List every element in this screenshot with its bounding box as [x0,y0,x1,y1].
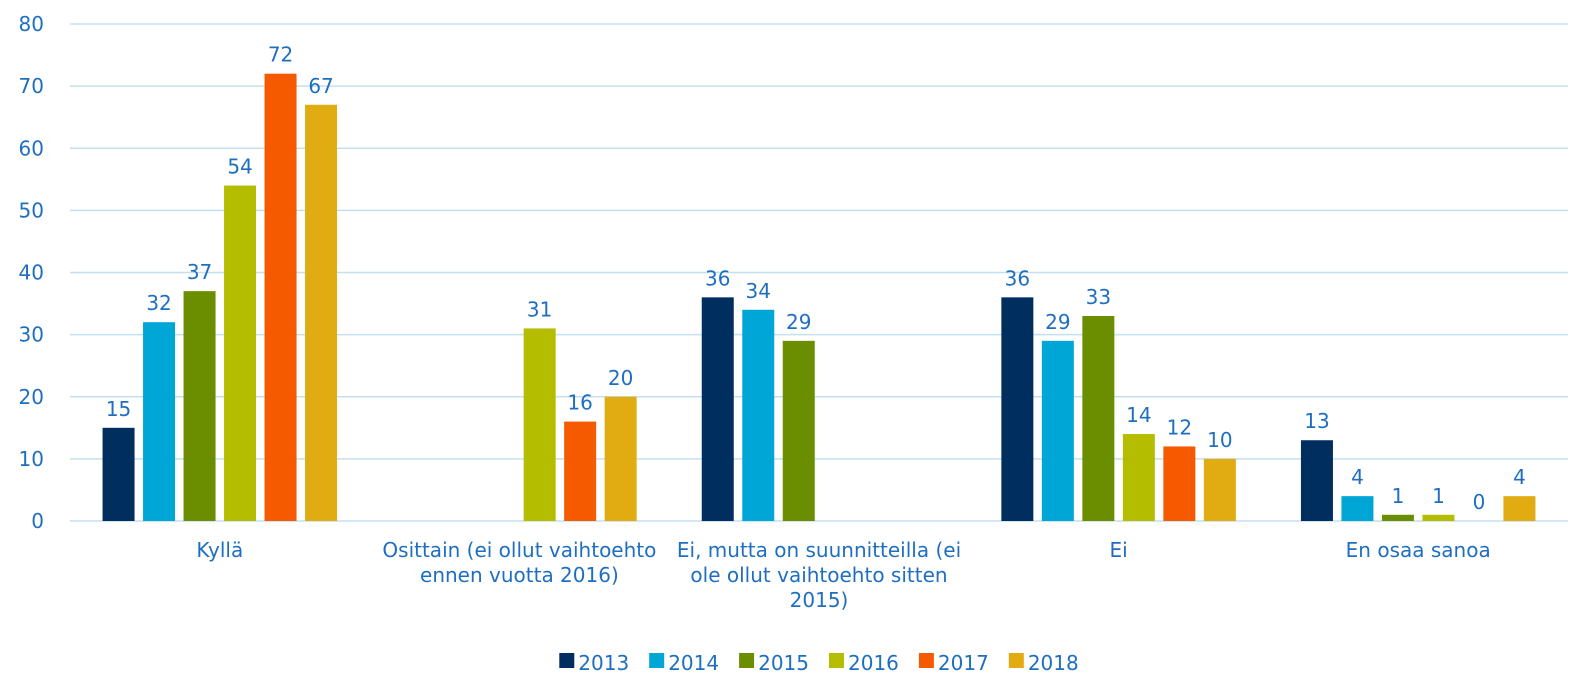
legend-label: 2016 [848,651,899,675]
data-label: 54 [227,155,252,179]
legend-swatch [1008,653,1024,668]
data-label: 72 [268,43,293,67]
bar [1503,496,1536,521]
bar [264,73,297,521]
data-label: 31 [527,297,552,321]
data-label: 67 [308,74,333,98]
data-label: 34 [746,279,771,303]
bar [701,297,734,521]
bar [183,291,216,521]
data-label: 10 [1207,428,1232,452]
bar [1341,496,1374,521]
data-label: 1 [1432,484,1445,508]
legend-label: 2013 [578,651,629,675]
data-label: 0 [1473,490,1486,514]
legend-label: 2018 [1028,651,1079,675]
legend-swatch [918,653,934,668]
data-label: 36 [705,266,730,290]
bar [1041,340,1074,521]
bar [143,322,176,521]
y-tick-label: 60 [19,136,44,160]
bar [523,328,556,521]
data-label: 13 [1304,409,1329,433]
bar [1001,297,1034,521]
legend-label: 2014 [668,651,719,675]
bar [564,421,597,521]
legend-label: 2015 [758,651,809,675]
data-label: 29 [786,310,811,334]
data-label: 37 [187,260,212,284]
bar [1163,446,1196,521]
y-tick-label: 20 [19,385,44,409]
x-tick-label: Osittain (ei ollut vaihtoehto ennen vuot… [382,538,657,587]
legend-swatch [829,653,844,668]
y-tick-label: 80 [19,12,44,36]
bar [1381,514,1414,521]
bar [604,396,637,521]
bar [1203,458,1236,521]
bar [305,104,338,521]
data-label: 20 [608,366,633,390]
bar [1122,434,1155,521]
data-label: 14 [1126,403,1151,427]
data-label: 4 [1351,465,1364,489]
bar [742,309,775,521]
legend-label: 2017 [938,651,989,675]
y-tick-label: 30 [19,323,44,347]
y-tick-label: 50 [19,198,44,222]
bar [224,185,257,521]
x-tick-label: En osaa sanoa [1345,538,1491,562]
bar [1422,514,1455,521]
x-tick-label: Ei, mutta on suunnitteilla (ei ole ollut… [676,538,962,612]
bar [102,427,135,521]
x-tick-label: Kyllä [196,538,244,562]
data-label: 1 [1392,484,1405,508]
bar [1082,315,1115,521]
legend-swatch [559,653,575,668]
legend-swatch [739,653,755,668]
y-tick-label: 70 [19,74,44,98]
legend-swatch [649,653,665,668]
y-tick-label: 0 [31,509,44,533]
data-label: 33 [1086,285,1111,309]
data-label: 16 [567,391,592,415]
y-tick-label: 40 [19,261,44,285]
y-tick-label: 10 [19,447,44,471]
data-label: 15 [106,397,131,421]
data-label: 29 [1045,310,1070,334]
data-label: 4 [1513,465,1526,489]
bar [782,340,815,521]
bar [1300,440,1333,521]
x-tick-label: Ei [1109,538,1128,562]
data-label: 36 [1005,266,1030,290]
data-label: 32 [146,291,171,315]
data-label: 12 [1167,415,1192,439]
